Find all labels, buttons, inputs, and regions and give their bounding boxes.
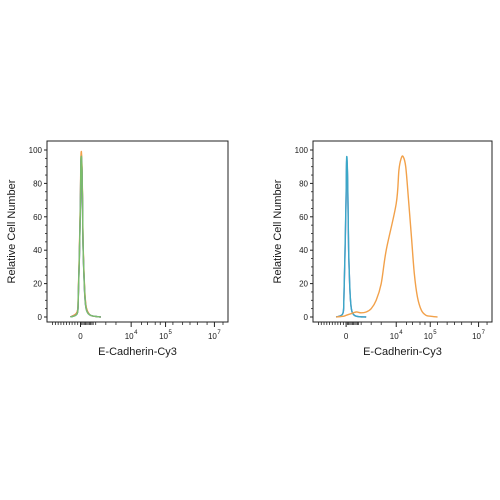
histogram-series-1 xyxy=(70,154,101,318)
y-tick-label: 20 xyxy=(299,280,308,289)
plot-frame xyxy=(312,140,493,323)
y-tick-label: 0 xyxy=(38,313,43,322)
x-tick-label: 10 xyxy=(159,332,168,341)
y-tick-label: 40 xyxy=(33,246,42,255)
y-tick-label: 100 xyxy=(295,146,309,155)
y-tick-label: 60 xyxy=(299,213,308,222)
y-tick-label: 80 xyxy=(33,179,42,188)
x-axis-title: E-Cadherin-Cy3 xyxy=(363,346,442,358)
x-tick-exponent: 5 xyxy=(433,330,437,336)
plot-frame xyxy=(46,140,229,323)
y-tick-label: 60 xyxy=(33,213,42,222)
y-axis-title: Relative Cell Number xyxy=(272,179,284,283)
x-tick-label: 0 xyxy=(78,332,83,341)
histogram-series-1 xyxy=(335,159,367,318)
histogram-series-2 xyxy=(70,150,101,318)
x-tick-label: 10 xyxy=(390,332,399,341)
y-tick-label: 20 xyxy=(33,280,42,289)
histogram-series-3 xyxy=(336,155,438,318)
y-tick-label: 40 xyxy=(299,246,308,255)
x-tick-label: 0 xyxy=(344,332,349,341)
y-axis-title: Relative Cell Number xyxy=(6,179,18,283)
y-tick-label: 80 xyxy=(299,179,308,188)
histogram-series-5 xyxy=(70,155,101,318)
x-tick-exponent: 7 xyxy=(217,330,221,336)
x-tick-label: 10 xyxy=(424,332,433,341)
x-tick-label: 10 xyxy=(472,332,481,341)
x-axis-title: E-Cadherin-Cy3 xyxy=(98,346,177,358)
y-tick-label: 100 xyxy=(29,146,43,155)
x-tick-exponent: 5 xyxy=(169,330,173,336)
x-tick-exponent: 7 xyxy=(482,330,486,336)
histogram-series-2 xyxy=(335,155,367,318)
histogram-series-3 xyxy=(70,155,101,318)
y-tick-label: 0 xyxy=(304,313,309,322)
x-tick-exponent: 4 xyxy=(399,330,403,336)
x-tick-label: 10 xyxy=(208,332,217,341)
x-tick-label: 10 xyxy=(125,332,134,341)
x-tick-exponent: 4 xyxy=(134,330,138,336)
